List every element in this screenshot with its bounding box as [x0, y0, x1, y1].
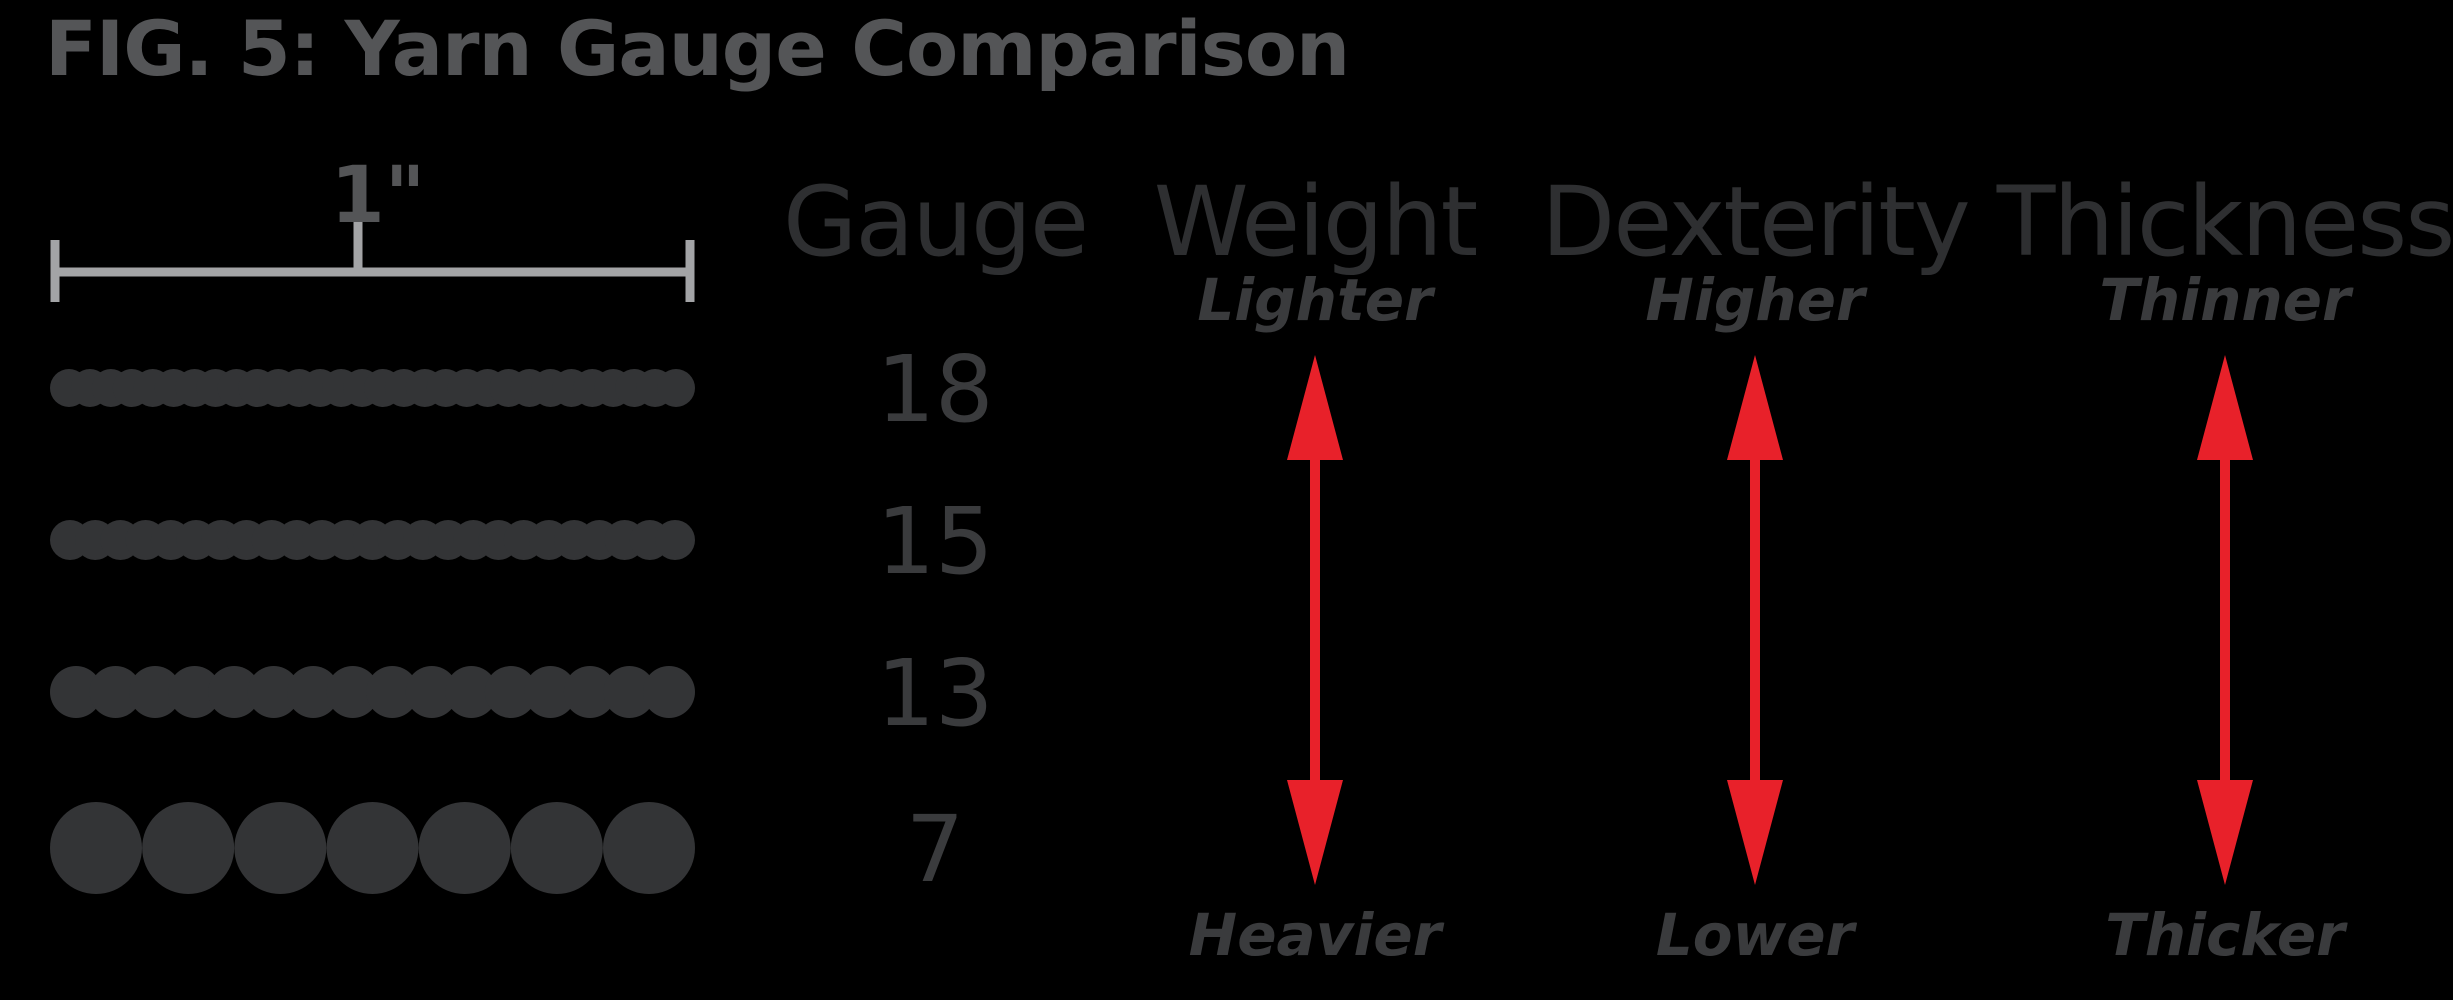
- yarn-bead: [287, 666, 340, 718]
- gauge-value: 13: [876, 640, 993, 747]
- gauge-value: 18: [876, 336, 993, 443]
- property-top-label: Lighter: [1197, 266, 1436, 334]
- yarn-bead: [484, 666, 537, 718]
- yarn-bead: [643, 666, 695, 718]
- double-headed-arrow: [1727, 355, 1783, 885]
- yarn-bead: [563, 666, 616, 718]
- yarn-bead: [418, 802, 511, 894]
- yarn-bead: [142, 802, 235, 894]
- yarn-bead: [326, 802, 419, 894]
- yarn-bead: [405, 666, 458, 718]
- property-header: Weight: [1154, 166, 1477, 278]
- yarn-bead: [655, 520, 695, 560]
- gauge-values: 18 15 13 7: [876, 336, 993, 903]
- property-bottom-label: Heavier: [1189, 901, 1445, 969]
- yarn-bead: [234, 802, 327, 894]
- yarn-bead: [603, 802, 695, 894]
- yarn-bead: [50, 666, 102, 718]
- yarn-bead: [366, 666, 419, 718]
- gauge-column-header: Gauge: [783, 166, 1087, 278]
- yarn-strand-gauge-18: [50, 369, 695, 407]
- yarn-bead: [524, 666, 577, 718]
- arrow-head-up: [1727, 355, 1783, 460]
- arrow-head-down: [2197, 780, 2253, 885]
- one-inch-ruler: 1": [50, 151, 695, 302]
- yarn-bead: [129, 666, 182, 718]
- gauge-value: 7: [906, 796, 965, 903]
- yarn-bead: [247, 666, 300, 718]
- figure-title: FIG. 5: Yarn Gauge Comparison: [45, 4, 1349, 93]
- property-top-label: Higher: [1645, 266, 1868, 334]
- yarn-bead: [89, 666, 142, 718]
- double-headed-arrow: [2197, 355, 2253, 885]
- gauge-value: 15: [876, 488, 993, 595]
- arrow-head-down: [1287, 780, 1343, 885]
- yarn-strands: [50, 369, 695, 894]
- yarn-bead: [168, 666, 221, 718]
- property-top-label: Thinner: [2099, 266, 2354, 334]
- yarn-strand-gauge-15: [50, 520, 695, 560]
- yarn-bead: [50, 802, 142, 894]
- yarn-bead: [657, 369, 695, 407]
- property-bottom-label: Lower: [1656, 901, 1858, 969]
- yarn-strand-gauge-13: [50, 666, 695, 718]
- double-headed-arrow: [1287, 355, 1343, 885]
- arrow-head-up: [1287, 355, 1343, 460]
- yarn-strand-gauge-7: [50, 802, 695, 894]
- property-header: Thickness: [1996, 166, 2453, 278]
- yarn-bead: [510, 802, 603, 894]
- property-bottom-label: Thicker: [2105, 901, 2348, 969]
- arrow-head-down: [1727, 780, 1783, 885]
- arrow-head-up: [2197, 355, 2253, 460]
- yarn-bead: [603, 666, 656, 718]
- yarn-bead: [208, 666, 261, 718]
- yarn-bead: [445, 666, 498, 718]
- property-header: Dexterity: [1541, 166, 1968, 278]
- ruler-label: 1": [331, 151, 426, 241]
- yarn-bead: [326, 666, 379, 718]
